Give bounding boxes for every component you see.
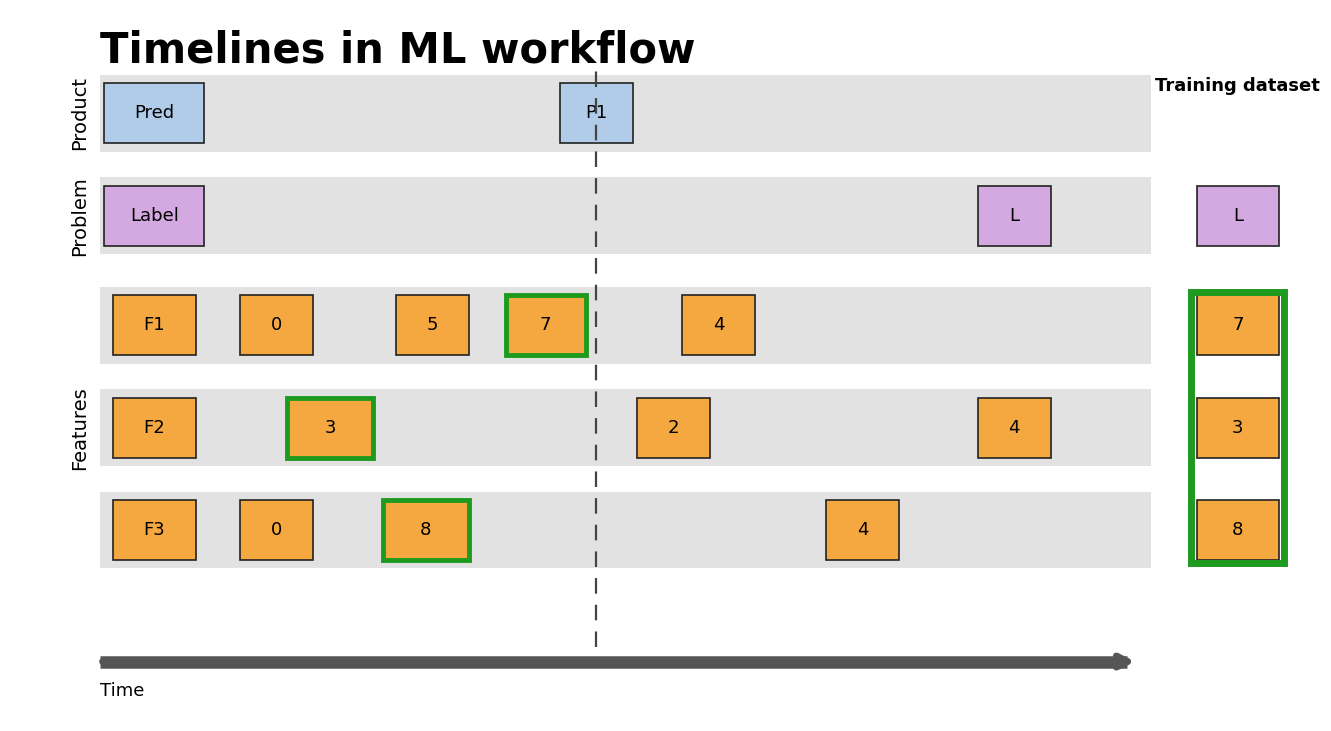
Bar [100,178,1151,254]
Bar [113,398,196,458]
Bar [105,186,205,246]
Bar [383,500,469,560]
Bar [100,491,1151,569]
Text: F1: F1 [144,317,165,334]
Bar [683,295,756,355]
Bar [825,500,900,560]
Text: 4: 4 [857,521,868,539]
Text: Features: Features [71,386,89,469]
Bar [240,500,314,560]
Bar [240,295,314,355]
Bar [287,398,373,458]
Bar [105,83,205,143]
Text: 0: 0 [272,317,282,334]
Bar [638,398,711,458]
Text: Timelines in ML workflow: Timelines in ML workflow [100,29,695,71]
Bar [1197,500,1279,560]
Text: F2: F2 [144,419,165,436]
Text: 3: 3 [1233,419,1243,436]
Text: 0: 0 [272,521,282,539]
Text: 8: 8 [1233,521,1243,539]
Text: Label: Label [130,207,178,224]
Text: Product: Product [71,76,89,151]
Bar [113,500,196,560]
Text: Time: Time [100,682,144,700]
Text: Training dataset: Training dataset [1155,77,1320,95]
Text: 8: 8 [421,521,431,539]
Bar [397,295,469,355]
Bar [1197,186,1279,246]
Text: F3: F3 [144,521,165,539]
Text: Problem: Problem [71,175,89,256]
Text: L: L [1009,207,1020,224]
Bar [506,295,586,355]
Text: 7: 7 [540,317,551,334]
Bar [1191,292,1284,563]
Text: 4: 4 [713,317,724,334]
Text: L: L [1233,207,1243,224]
Bar [100,75,1151,152]
Text: 5: 5 [427,317,438,334]
Bar [100,389,1151,466]
Text: P1: P1 [586,105,607,122]
Text: 4: 4 [1009,419,1020,436]
Text: 3: 3 [325,419,335,436]
Bar [977,186,1051,246]
Bar [1197,295,1279,355]
Bar [113,295,196,355]
Bar [1197,398,1279,458]
Text: 7: 7 [1233,317,1243,334]
Text: Pred: Pred [134,105,174,122]
Bar [559,83,634,143]
Bar [977,398,1051,458]
Bar [100,287,1151,363]
Text: 2: 2 [668,419,679,436]
